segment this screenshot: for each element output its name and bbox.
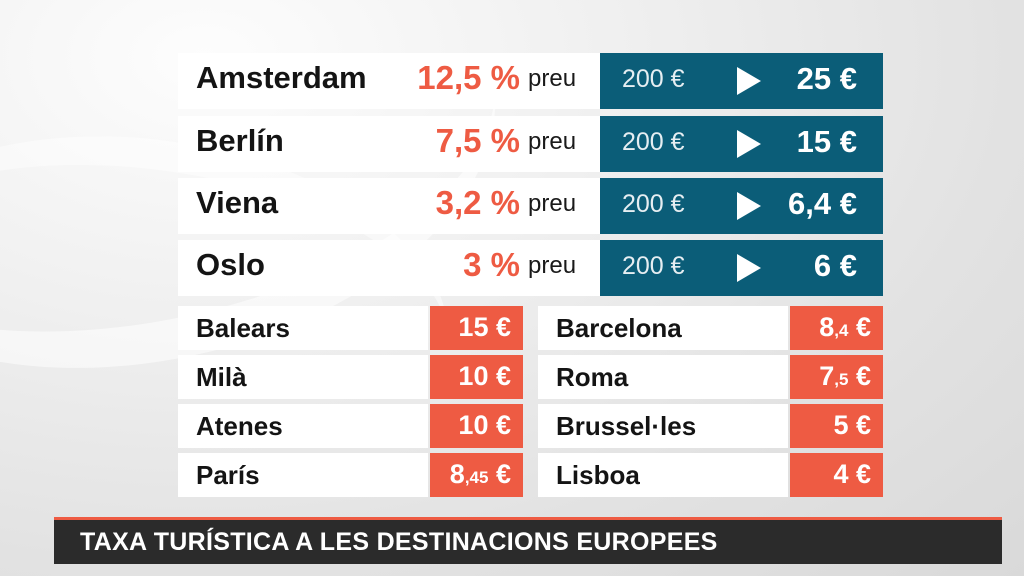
base-price: 200 € [622, 128, 685, 156]
tax-result: 6,4 € [788, 186, 857, 221]
city-name: Oslo [196, 247, 265, 282]
tax-badge: 15 € [430, 306, 523, 350]
tax-badge: 7,5 € [790, 355, 883, 399]
list-item-barcelona: Barcelona 8,4 € [538, 306, 883, 350]
row-blue-panel: 200 € 25 € [600, 53, 883, 109]
ticker-title: TAXA TURÍSTICA A LES DESTINACIONS EUROPE… [80, 528, 718, 556]
tax-percentage: 3 % [463, 246, 520, 283]
main-row-amsterdam: Amsterdam 12,5 % preu 200 € 25 € [178, 53, 883, 109]
list-item-mila: Milà 10 € [178, 355, 523, 399]
row-blue-panel: 200 € 15 € [600, 116, 883, 172]
news-ticker: TAXA TURÍSTICA A LES DESTINACIONS EUROPE… [54, 520, 1002, 564]
list-item-paris: París 8,45 € [178, 453, 523, 497]
main-row-oslo: Oslo 3 % preu 200 € 6 € [178, 240, 883, 296]
city-name: Barcelona [556, 313, 682, 343]
tax-percentage: 3,2 % [435, 184, 520, 221]
main-row-viena: Viena 3,2 % preu 200 € 6,4 € [178, 178, 883, 234]
city-name: Viena [196, 185, 279, 220]
tax-badge: 8,4 € [790, 306, 883, 350]
tax-result: 15 € [796, 124, 857, 159]
city-name: Milà [196, 362, 247, 392]
city-name: Atenes [196, 411, 283, 441]
city-name: Lisboa [556, 460, 640, 490]
city-name: Balears [196, 313, 290, 343]
list-item-balears: Balears 15 € [178, 306, 523, 350]
tax-percentage: 12,5 % [417, 59, 520, 96]
tax-badge: 4 € [790, 453, 883, 497]
base-price: 200 € [622, 190, 685, 218]
tax-percentage: 7,5 % [435, 122, 520, 159]
row-blue-panel: 200 € 6 € [600, 240, 883, 296]
tax-badge: 5 € [790, 404, 883, 448]
price-label: preu [528, 252, 577, 279]
city-name: París [196, 460, 260, 490]
price-label: preu [528, 128, 577, 155]
list-item-atenes: Atenes 10 € [178, 404, 523, 448]
city-name: Amsterdam [196, 60, 367, 95]
tax-result: 6 € [813, 248, 857, 283]
price-label: preu [528, 65, 577, 92]
row-white-panel: Oslo 3 % preu [178, 240, 600, 296]
tax-badge: 8,45 € [430, 453, 523, 497]
tax-badge: 10 € [430, 355, 523, 399]
row-white-panel: Amsterdam 12,5 % preu [178, 53, 600, 109]
base-price: 200 € [622, 252, 685, 280]
base-price: 200 € [622, 65, 685, 93]
city-name: Roma [556, 362, 629, 392]
price-label: preu [528, 190, 577, 217]
list-item-lisboa: Lisboa 4 € [538, 453, 883, 497]
main-row-berlin: Berlín 7,5 % preu 200 € 15 € [178, 116, 883, 172]
play-arrow-icon [737, 130, 761, 158]
city-name: Berlín [196, 123, 284, 158]
tax-result: 25 € [796, 61, 857, 96]
ticker-accent-line [54, 517, 1002, 520]
play-arrow-icon [737, 254, 761, 282]
row-blue-panel: 200 € 6,4 € [600, 178, 883, 234]
row-white-panel: Berlín 7,5 % preu [178, 116, 600, 172]
play-arrow-icon [737, 192, 761, 220]
list-item-roma: Roma 7,5 € [538, 355, 883, 399]
play-arrow-icon [737, 67, 761, 95]
city-name: Brussel·les [556, 411, 697, 441]
tax-badge: 10 € [430, 404, 523, 448]
row-white-panel: Viena 3,2 % preu [178, 178, 600, 234]
list-item-brusselles: Brussel·les 5 € [538, 404, 883, 448]
